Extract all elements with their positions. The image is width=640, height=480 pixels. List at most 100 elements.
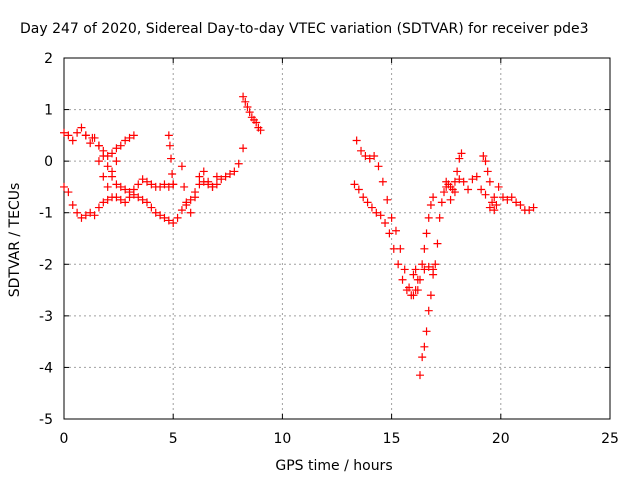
- data-point: [241, 97, 250, 106]
- data-point: [256, 126, 265, 135]
- data-point: [112, 157, 121, 166]
- series-pass-B: [60, 175, 178, 222]
- data-point: [391, 226, 400, 235]
- x-tick-label: 15: [383, 431, 401, 447]
- data-point: [350, 180, 359, 189]
- data-point: [239, 144, 248, 153]
- data-point: [204, 177, 213, 186]
- data-point: [103, 182, 112, 191]
- data-point: [413, 275, 422, 284]
- data-point: [99, 198, 108, 207]
- data-point: [165, 141, 174, 150]
- data-point: [94, 141, 103, 150]
- data-point: [429, 270, 438, 279]
- data-point: [498, 193, 507, 202]
- data-point: [112, 180, 121, 189]
- data-point: [481, 190, 490, 199]
- data-point: [503, 195, 512, 204]
- data-point: [94, 157, 103, 166]
- data-point: [177, 162, 186, 171]
- data-point: [116, 141, 125, 150]
- y-tick-label: 0: [44, 154, 53, 170]
- data-point: [134, 180, 143, 189]
- data-point: [186, 195, 195, 204]
- data-point: [99, 172, 108, 181]
- data-point: [529, 203, 538, 212]
- data-point: [121, 185, 130, 194]
- x-tick-label: 0: [60, 431, 69, 447]
- data-point: [195, 172, 204, 181]
- data-point: [453, 167, 462, 176]
- data-point: [60, 128, 68, 137]
- data-point: [415, 371, 424, 380]
- data-point: [446, 195, 455, 204]
- data-point: [234, 159, 243, 168]
- data-point: [134, 193, 143, 202]
- data-point: [457, 149, 466, 158]
- data-point: [398, 275, 407, 284]
- data-point: [112, 193, 121, 202]
- data-point: [490, 206, 499, 215]
- data-point: [479, 151, 488, 160]
- data-point: [77, 213, 86, 222]
- data-point: [116, 182, 125, 191]
- data-point: [437, 198, 446, 207]
- data-point: [186, 208, 195, 217]
- data-point: [365, 154, 374, 163]
- data-point: [88, 133, 97, 142]
- data-point: [420, 244, 429, 253]
- data-point: [90, 211, 99, 220]
- series-pass-L: [479, 151, 501, 215]
- data-point: [429, 193, 438, 202]
- data-point: [426, 200, 435, 209]
- data-point: [125, 133, 134, 142]
- data-point: [442, 182, 451, 191]
- x-tick-label: 5: [169, 431, 178, 447]
- data-point: [435, 213, 444, 222]
- data-point: [60, 182, 68, 191]
- data-point: [121, 136, 130, 145]
- data-point: [352, 136, 361, 145]
- series-pass-H: [352, 136, 422, 300]
- data-point: [142, 198, 151, 207]
- data-point: [164, 182, 173, 191]
- data-point: [483, 167, 492, 176]
- data-point: [490, 193, 499, 202]
- data-point: [177, 206, 186, 215]
- data-point: [108, 167, 117, 176]
- data-point: [212, 172, 221, 181]
- data-point: [138, 195, 147, 204]
- data-point: [376, 211, 385, 220]
- data-point: [129, 131, 138, 140]
- data-point: [77, 123, 86, 132]
- data-point: [485, 203, 494, 212]
- series-pass-K: [442, 172, 538, 215]
- data-point: [418, 260, 427, 269]
- data-point: [129, 190, 138, 199]
- data-point: [424, 213, 433, 222]
- data-point: [413, 286, 422, 295]
- data-point: [405, 283, 414, 292]
- data-point: [245, 108, 254, 117]
- data-point: [420, 342, 429, 351]
- data-point: [374, 162, 383, 171]
- data-point: [507, 193, 516, 202]
- data-point: [431, 260, 440, 269]
- series-pass-F: [239, 92, 265, 135]
- data-point: [488, 198, 497, 207]
- data-point: [359, 193, 368, 202]
- data-point: [372, 208, 381, 217]
- data-point: [381, 219, 390, 228]
- data-point: [230, 167, 239, 176]
- data-point: [112, 144, 121, 153]
- data-point: [103, 162, 112, 171]
- x-tick-label: 10: [273, 431, 291, 447]
- data-point: [169, 219, 178, 228]
- data-point: [387, 213, 396, 222]
- data-point: [426, 291, 435, 300]
- data-point: [81, 211, 90, 220]
- data-point: [160, 213, 169, 222]
- data-point: [394, 260, 403, 269]
- data-point: [378, 177, 387, 186]
